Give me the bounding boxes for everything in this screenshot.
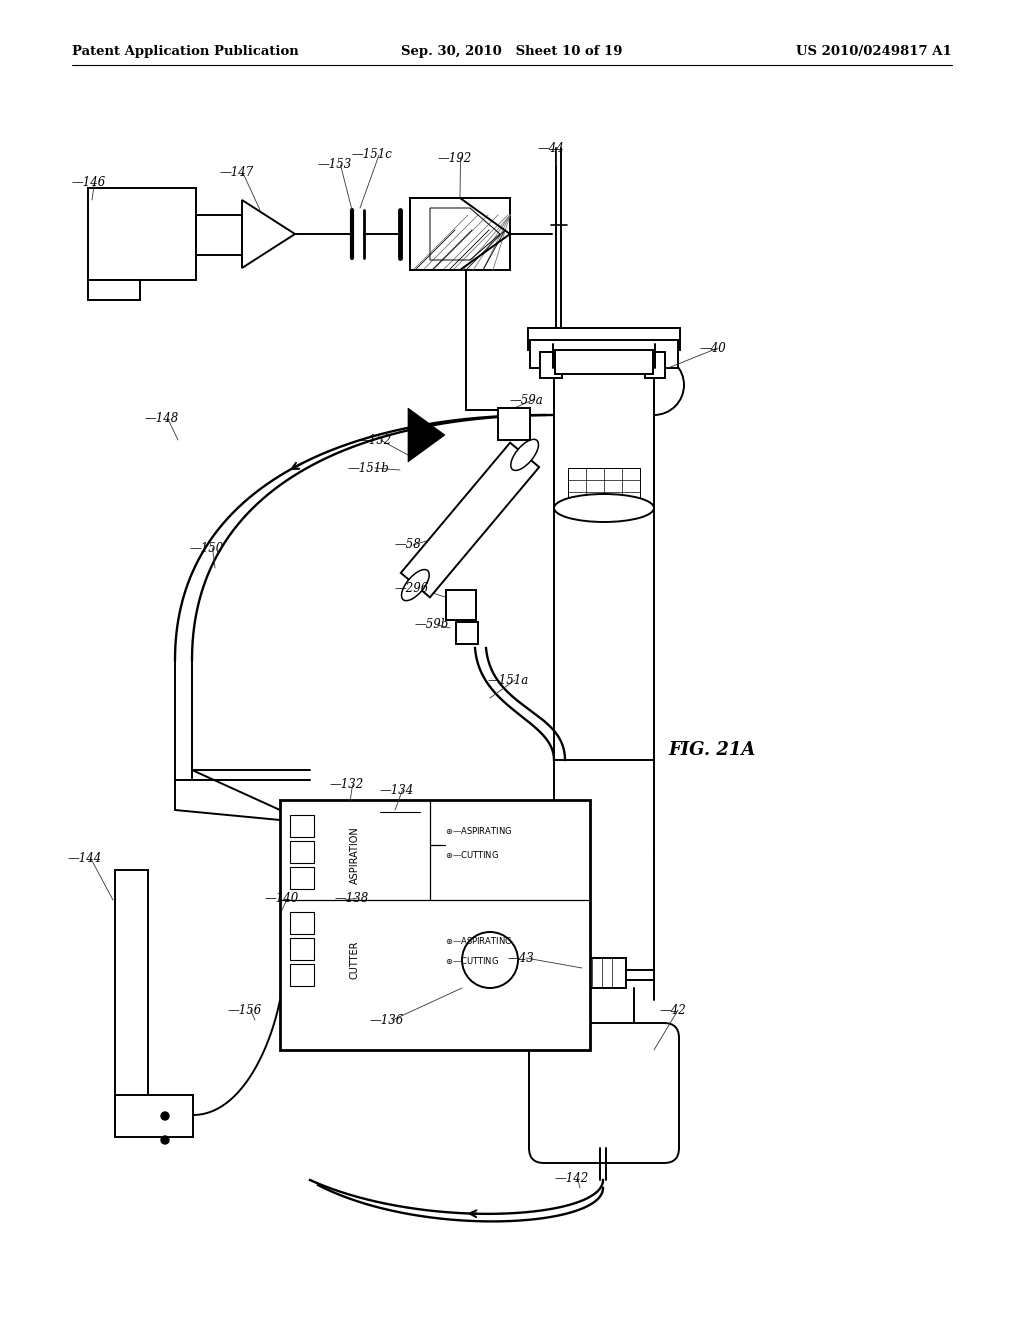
Text: —148: —148 [145, 412, 179, 425]
Text: Sep. 30, 2010   Sheet 10 of 19: Sep. 30, 2010 Sheet 10 of 19 [401, 45, 623, 58]
Bar [290, 867, 314, 888]
Ellipse shape [511, 440, 539, 470]
Bar [290, 964, 314, 986]
Text: —138: —138 [335, 891, 370, 904]
Text: Patent Application Publication: Patent Application Publication [72, 45, 299, 58]
Text: —296: —296 [395, 582, 429, 594]
Bar [568, 469, 640, 503]
Bar [528, 327, 680, 350]
Text: —146: —146 [72, 176, 106, 189]
Ellipse shape [554, 494, 654, 521]
Text: —156: —156 [228, 1003, 262, 1016]
Bar [456, 622, 478, 644]
Text: —136: —136 [370, 1014, 404, 1027]
Circle shape [462, 932, 518, 987]
Polygon shape [400, 442, 540, 598]
Bar [410, 198, 510, 271]
Polygon shape [408, 408, 445, 462]
Bar [290, 912, 314, 935]
Bar [498, 408, 530, 440]
Text: —150: —150 [190, 541, 224, 554]
Text: $\circledast$—ASPIRATING: $\circledast$—ASPIRATING [445, 825, 512, 836]
Text: —151b: —151b [348, 462, 390, 474]
Bar [554, 368, 654, 508]
Bar [88, 187, 196, 280]
Text: —144: —144 [68, 851, 102, 865]
Text: —134: —134 [380, 784, 415, 796]
Text: —147: —147 [220, 165, 254, 178]
Bar [280, 800, 590, 1049]
Bar [290, 841, 314, 863]
Text: —152: —152 [358, 433, 392, 446]
Text: —44: —44 [538, 141, 565, 154]
Text: CUTTER: CUTTER [350, 941, 360, 979]
Polygon shape [115, 870, 148, 1130]
Text: $\circledast$—ASPIRATING: $\circledast$—ASPIRATING [445, 935, 512, 945]
Bar [290, 814, 314, 837]
Circle shape [161, 1111, 169, 1119]
Text: —43: —43 [508, 952, 535, 965]
Text: —58: —58 [395, 539, 422, 552]
Text: —192: —192 [438, 152, 472, 165]
Circle shape [161, 1137, 169, 1144]
Text: —153: —153 [318, 158, 352, 172]
Bar [115, 1096, 193, 1137]
Bar [88, 280, 140, 300]
Text: ASPIRATION: ASPIRATION [350, 826, 360, 884]
Text: $\circledast$—CUTTING: $\circledast$—CUTTING [445, 850, 499, 861]
Text: —151a: —151a [488, 673, 529, 686]
Text: US 2010/0249817 A1: US 2010/0249817 A1 [797, 45, 952, 58]
Text: —151c: —151c [352, 149, 393, 161]
Text: FIG. 21A: FIG. 21A [668, 741, 756, 759]
Text: —42: —42 [660, 1003, 687, 1016]
Text: —59b: —59b [415, 619, 450, 631]
Text: $\circledast$—CUTTING: $\circledast$—CUTTING [445, 954, 499, 965]
Text: —140: —140 [265, 891, 299, 904]
Bar [580, 958, 626, 987]
Bar [645, 352, 665, 378]
Text: —142: —142 [555, 1172, 589, 1184]
Bar [446, 590, 476, 620]
FancyBboxPatch shape [529, 1023, 679, 1163]
Text: —59a: —59a [510, 393, 544, 407]
Bar [540, 352, 562, 378]
Bar [290, 939, 314, 960]
Bar [555, 350, 653, 374]
Bar [530, 341, 678, 368]
Text: —132: —132 [330, 779, 365, 792]
Ellipse shape [401, 569, 429, 601]
Text: —40: —40 [700, 342, 727, 355]
